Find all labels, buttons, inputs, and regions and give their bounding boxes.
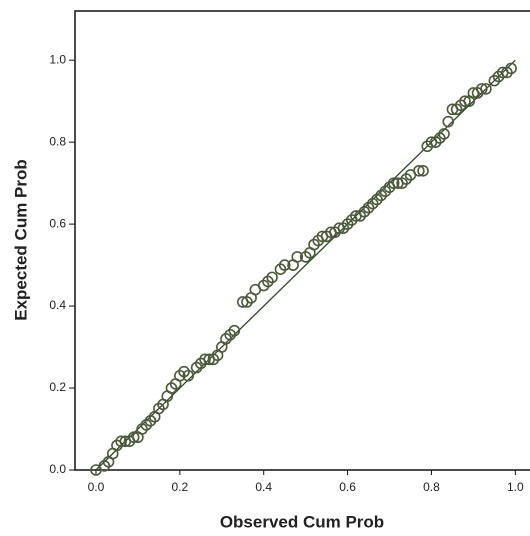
point bbox=[475, 83, 488, 95]
point bbox=[459, 95, 471, 107]
y-tick-label: 0.4 bbox=[49, 298, 66, 312]
y-tick-label: 0.8 bbox=[49, 134, 66, 148]
x-tick-label: 0.6 bbox=[339, 480, 356, 494]
point bbox=[442, 115, 455, 128]
x-tick-label: 0.8 bbox=[423, 480, 440, 494]
reference-line bbox=[95, 59, 516, 471]
point bbox=[115, 435, 127, 448]
point bbox=[182, 369, 195, 382]
y-tick-label: 0.2 bbox=[49, 380, 66, 394]
y-tick-label: 0.0 bbox=[49, 462, 66, 476]
point bbox=[199, 353, 211, 366]
point bbox=[438, 128, 450, 140]
point bbox=[127, 431, 140, 444]
y-tick-label: 1.0 bbox=[49, 52, 66, 66]
x-tick-label: 0.2 bbox=[171, 480, 188, 494]
point bbox=[505, 62, 517, 75]
point bbox=[413, 165, 425, 177]
y-tick-label: 0.6 bbox=[49, 216, 66, 230]
point bbox=[278, 259, 291, 271]
point bbox=[266, 271, 278, 284]
plot-frame bbox=[74, 10, 530, 471]
x-axis-title: Observed Cum Prob bbox=[220, 512, 384, 531]
x-tick-label: 0.0 bbox=[88, 480, 105, 494]
x-tick-label: 1.0 bbox=[507, 480, 524, 494]
point bbox=[291, 251, 304, 263]
point bbox=[480, 83, 492, 95]
x-tick-label: 0.4 bbox=[255, 480, 272, 494]
point bbox=[417, 165, 429, 177]
point bbox=[228, 324, 241, 337]
point bbox=[387, 177, 400, 189]
y-axis-title: Expected Cum Prob bbox=[11, 159, 30, 321]
